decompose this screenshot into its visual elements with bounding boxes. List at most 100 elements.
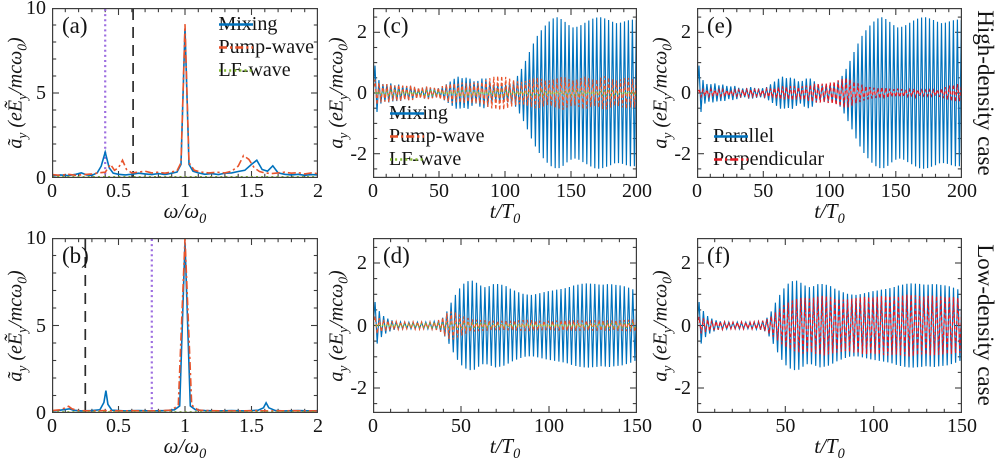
legend-label: Perpendicular bbox=[713, 148, 825, 170]
panel-letter: (f) bbox=[707, 243, 730, 268]
x-tick-label: 100 bbox=[858, 415, 889, 437]
mixing-legend-line bbox=[390, 111, 424, 115]
y-tick-label: 2 bbox=[357, 21, 367, 44]
x-axis-label: t/T0 bbox=[814, 434, 845, 463]
panel-d-plot bbox=[373, 238, 637, 413]
x-tick-label: 1.5 bbox=[239, 415, 264, 437]
x-tick-label: 0 bbox=[692, 180, 702, 202]
x-tick-label: 50 bbox=[429, 180, 449, 202]
x-axis-label: ω/ω0 bbox=[163, 199, 207, 228]
x-tick-label: 1 bbox=[180, 415, 190, 437]
x-axis-label: t/T0 bbox=[814, 199, 845, 228]
y-tick-label: 2 bbox=[681, 21, 691, 44]
x-tick-label: 0 bbox=[368, 415, 378, 437]
pump-wave-legend-line bbox=[390, 134, 424, 138]
y-tick-label: -2 bbox=[350, 142, 367, 165]
lf-wave-legend-line bbox=[390, 157, 424, 161]
legend-label: Pump-wave bbox=[218, 36, 314, 58]
y-axis-label: ay (eEy/mcω0) bbox=[325, 37, 351, 149]
x-tick-label: 200 bbox=[622, 180, 652, 202]
y-axis-label: ay (eEy/mcω0) bbox=[649, 269, 675, 382]
panel-e-plot bbox=[697, 8, 962, 178]
pump-wave-legend-line bbox=[219, 45, 254, 49]
x-tick-label: 50 bbox=[451, 415, 471, 437]
y-tick-label: 0 bbox=[681, 314, 691, 337]
x-tick-label: 150 bbox=[947, 415, 977, 437]
x-tick-label: 150 bbox=[880, 180, 911, 202]
x-tick-label: 0 bbox=[368, 180, 378, 202]
y-tick-label: 2 bbox=[357, 252, 367, 274]
legend-item: LF-wave bbox=[218, 59, 314, 81]
legend: Parallel Perpendicular bbox=[713, 125, 824, 170]
row-label-high-density: High-density case bbox=[973, 10, 998, 176]
legend-item: LF-wave bbox=[389, 148, 485, 170]
x-tick-label: 150 bbox=[622, 415, 652, 437]
y-tick-label: 0 bbox=[681, 82, 691, 104]
x-axis-label: ω/ω0 bbox=[163, 434, 207, 463]
panel-letter: (c) bbox=[383, 13, 409, 38]
y-axis-label: ãy (eẼy/mcω0) bbox=[4, 37, 30, 149]
legend-label: LF-wave bbox=[389, 148, 462, 170]
panel-letter: (a) bbox=[62, 13, 88, 38]
panel-a-plot bbox=[52, 8, 318, 178]
x-tick-label: 0 bbox=[692, 415, 702, 437]
x-tick-label: 100 bbox=[814, 180, 845, 202]
lf-wave-legend-line bbox=[219, 68, 254, 72]
legend: Mixing Pump-wave LF-wave bbox=[218, 13, 314, 81]
panel-f-plot bbox=[697, 238, 962, 413]
perpendicular-legend-line bbox=[714, 157, 748, 161]
panel-letter: (e) bbox=[707, 13, 733, 38]
y-tick-label: 2 bbox=[681, 252, 691, 274]
x-tick-label: 0.5 bbox=[106, 415, 131, 437]
y-tick-label: -2 bbox=[350, 377, 367, 399]
legend-item: Parallel bbox=[713, 125, 824, 147]
x-tick-label: 0 bbox=[47, 415, 57, 437]
x-tick-label: 0 bbox=[47, 180, 57, 202]
legend-item: Mixing bbox=[218, 13, 314, 35]
panel-letter: (b) bbox=[62, 243, 89, 268]
legend-item: Perpendicular bbox=[713, 148, 824, 170]
x-axis-label: t/T0 bbox=[489, 199, 521, 228]
y-tick-label: 10 bbox=[26, 227, 46, 249]
y-axis-label: ay (eEy/mcω0) bbox=[649, 37, 675, 149]
y-tick-label: 10 bbox=[26, 0, 46, 19]
x-tick-label: 150 bbox=[556, 180, 586, 202]
x-tick-label: 1.5 bbox=[239, 180, 264, 202]
mixing-legend-line bbox=[219, 22, 254, 26]
x-tick-label: 1 bbox=[180, 180, 190, 202]
legend-label: LF-wave bbox=[218, 59, 291, 81]
y-tick-label: 5 bbox=[36, 314, 46, 337]
legend-item: Pump-wave bbox=[389, 125, 485, 147]
y-tick-label: 0 bbox=[357, 82, 367, 104]
x-tick-label: 100 bbox=[490, 180, 520, 202]
legend: Mixing Pump-wave LF-wave bbox=[389, 102, 485, 170]
y-tick-label: 0 bbox=[36, 402, 46, 424]
legend-label: Pump-wave bbox=[389, 125, 485, 147]
legend-label: Mixing bbox=[389, 102, 448, 124]
legend-item: Mixing bbox=[389, 102, 485, 124]
y-axis-label: ay (eEy/mcω0) bbox=[325, 269, 351, 382]
row-label-low-density: Low-density case bbox=[973, 244, 998, 406]
parallel-legend-line bbox=[714, 134, 748, 138]
y-tick-label: -2 bbox=[674, 377, 691, 399]
x-tick-label: 2 bbox=[313, 415, 323, 437]
x-axis-label: t/T0 bbox=[489, 434, 521, 463]
legend-item: Pump-wave bbox=[218, 36, 314, 58]
panel-c-plot bbox=[373, 8, 637, 178]
panel-b-plot bbox=[52, 238, 318, 413]
y-tick-label: 0 bbox=[357, 314, 367, 337]
panel-letter: (d) bbox=[383, 243, 410, 268]
x-tick-label: 100 bbox=[534, 415, 564, 437]
y-tick-label: -2 bbox=[674, 142, 691, 165]
x-tick-label: 200 bbox=[947, 180, 977, 202]
y-tick-label: 5 bbox=[36, 82, 46, 104]
x-tick-label: 50 bbox=[775, 415, 796, 437]
x-tick-label: 0.5 bbox=[106, 180, 131, 202]
y-tick-label: 0 bbox=[36, 167, 46, 189]
